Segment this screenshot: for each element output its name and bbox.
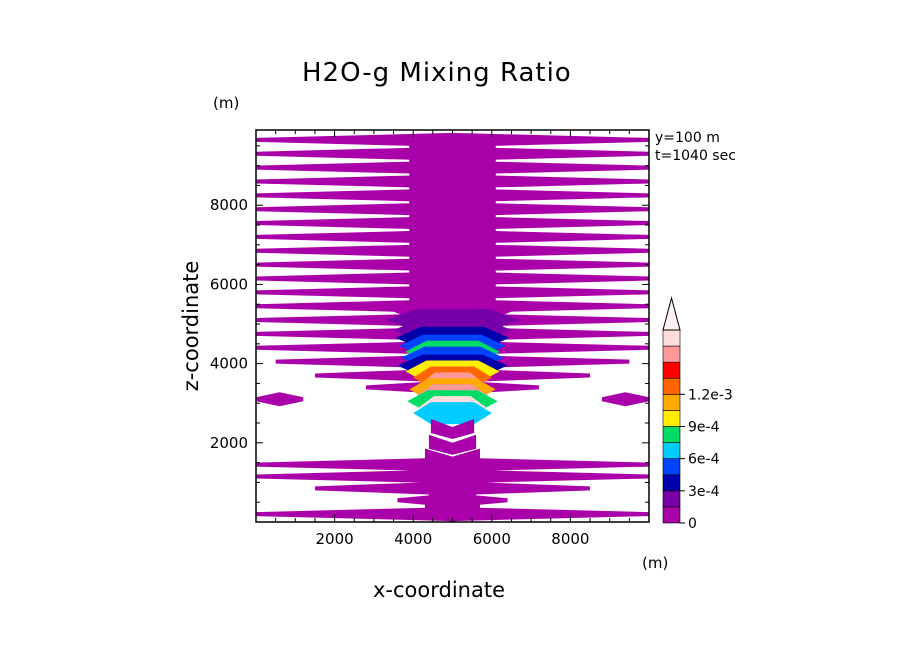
x-axis-unit: (m) (642, 554, 669, 572)
colorbar-swatch-10 (662, 345, 681, 363)
lower-chevron-6 (424, 502, 481, 522)
colorbar-swatch-8 (662, 377, 681, 395)
colorbar-swatch-7 (662, 394, 681, 411)
y-tick-label-2000: 2000 (210, 434, 248, 452)
colorbar-swatch-11 (662, 329, 681, 347)
contour-layer (256, 132, 649, 522)
colorbar-tick-label-1: 3e-4 (688, 484, 720, 500)
lower-chevron-2 (424, 448, 481, 469)
colorbar-swatch-0 (662, 506, 681, 524)
colorbar-swatch-5 (662, 426, 681, 443)
colorbar-tick-label-2: 6e-4 (688, 452, 720, 468)
lower-chevron-5 (428, 490, 477, 511)
plume-level-15 (413, 402, 492, 425)
x-tick-label-8000: 8000 (551, 530, 589, 548)
colorbar-tick-label-4: 1.2e-3 (688, 387, 733, 403)
lower-chevron-4 (421, 476, 484, 497)
annotation-time: t=1040 sec (655, 148, 736, 164)
contour-band-19 (256, 392, 304, 407)
contour-band-20 (601, 392, 649, 407)
x-tick-label-4000: 4000 (394, 530, 432, 548)
x-tick-label-6000: 6000 (473, 530, 511, 548)
contour-band-0 (256, 132, 649, 147)
x-axis-label: x-coordinate (373, 578, 506, 602)
colorbar-swatch-9 (662, 361, 681, 379)
y-tick-label-8000: 8000 (210, 196, 248, 214)
colorbar-tick-label-3: 9e-4 (688, 420, 720, 436)
x-tick-label-2000: 2000 (316, 530, 354, 548)
colorbar-swatch-1 (662, 490, 681, 508)
colorbar-swatch-3 (662, 458, 681, 476)
annotation-y-slice: y=100 m (655, 130, 720, 146)
colorbar-tick-label-0: 0 (688, 516, 697, 532)
colorbar-extend-arrow (662, 296, 681, 331)
colorbar-swatch-6 (662, 410, 681, 427)
y-tick-label-4000: 4000 (210, 355, 248, 373)
core-column (409, 141, 496, 325)
lower-chevron-0 (430, 418, 475, 439)
lower-chevron-3 (426, 462, 479, 483)
colorbar-swatch-4 (662, 442, 681, 459)
chart-title: H2O-g Mixing Ratio (302, 58, 572, 88)
colorbar-swatch-2 (662, 474, 681, 492)
lower-chevron-1 (428, 434, 477, 455)
y-tick-label-6000: 6000 (210, 275, 248, 293)
y-axis-unit: (m) (213, 94, 240, 112)
